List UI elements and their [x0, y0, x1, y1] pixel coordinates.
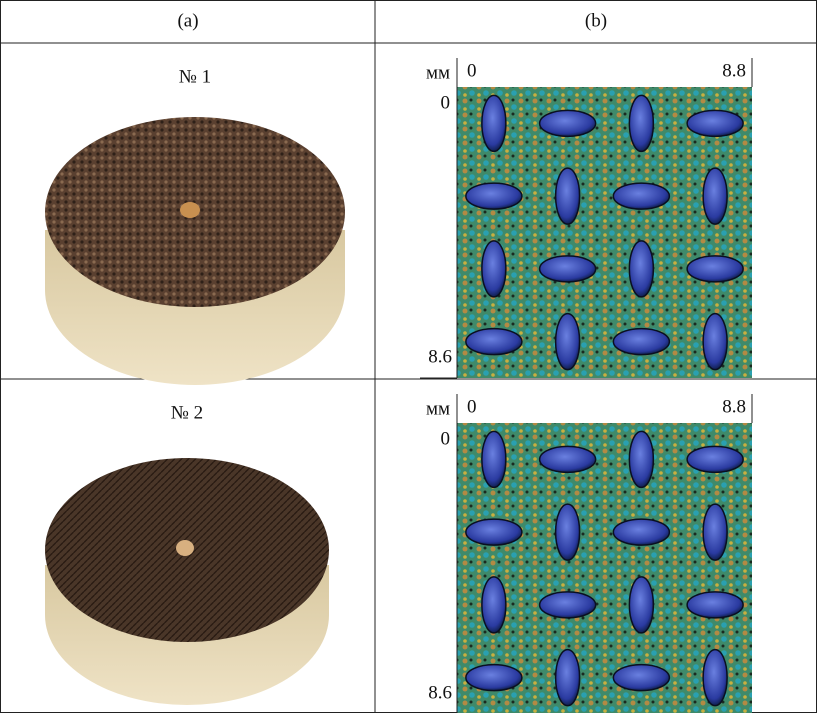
dimple [629, 95, 653, 151]
sample-label: № 1 [179, 66, 211, 87]
figure-table: (a) (b) № 1 мм 0 8.8 0 8.6 № 2 мм 0 8.8 0 8.6 [0, 0, 817, 713]
dimple [540, 110, 596, 136]
dimple [687, 110, 743, 136]
dimple [687, 446, 743, 472]
disc-photo [45, 458, 329, 705]
dimple [613, 665, 669, 691]
dimple [703, 168, 727, 224]
dimple [556, 650, 580, 706]
disc-photo [45, 117, 345, 385]
dimple [613, 329, 669, 355]
dimple [540, 256, 596, 282]
column-header: (b) [585, 10, 607, 31]
dimple [482, 241, 506, 297]
dimple [556, 168, 580, 224]
dimple [540, 592, 596, 618]
axis-label: 8.6 [428, 682, 452, 703]
dimple [466, 665, 522, 691]
axis-label: 0 [467, 60, 477, 81]
dimple [540, 446, 596, 472]
axis-label: 8.6 [428, 346, 452, 367]
dimple [556, 504, 580, 560]
axis-label: 0 [467, 396, 477, 417]
dimple [556, 314, 580, 370]
axis-label: 8.8 [722, 60, 746, 81]
dimple [703, 504, 727, 560]
axis-label: 0 [441, 92, 451, 113]
dimple [687, 256, 743, 282]
axis-unit: мм [426, 398, 450, 419]
dimple [687, 592, 743, 618]
column-header: (a) [177, 10, 198, 31]
dimple [482, 95, 506, 151]
dimple [629, 431, 653, 487]
dimple [629, 577, 653, 633]
dimple [466, 519, 522, 545]
dimple [482, 577, 506, 633]
dimple [482, 431, 506, 487]
sample-label: № 2 [171, 402, 203, 423]
dimple [613, 519, 669, 545]
dimple [466, 329, 522, 355]
axis-label: 0 [441, 428, 451, 449]
axis-label: 8.8 [722, 396, 746, 417]
dimple [703, 650, 727, 706]
dimple [613, 183, 669, 209]
dimple [629, 241, 653, 297]
dimple [703, 314, 727, 370]
dimple [466, 183, 522, 209]
axis-unit: мм [426, 62, 450, 83]
